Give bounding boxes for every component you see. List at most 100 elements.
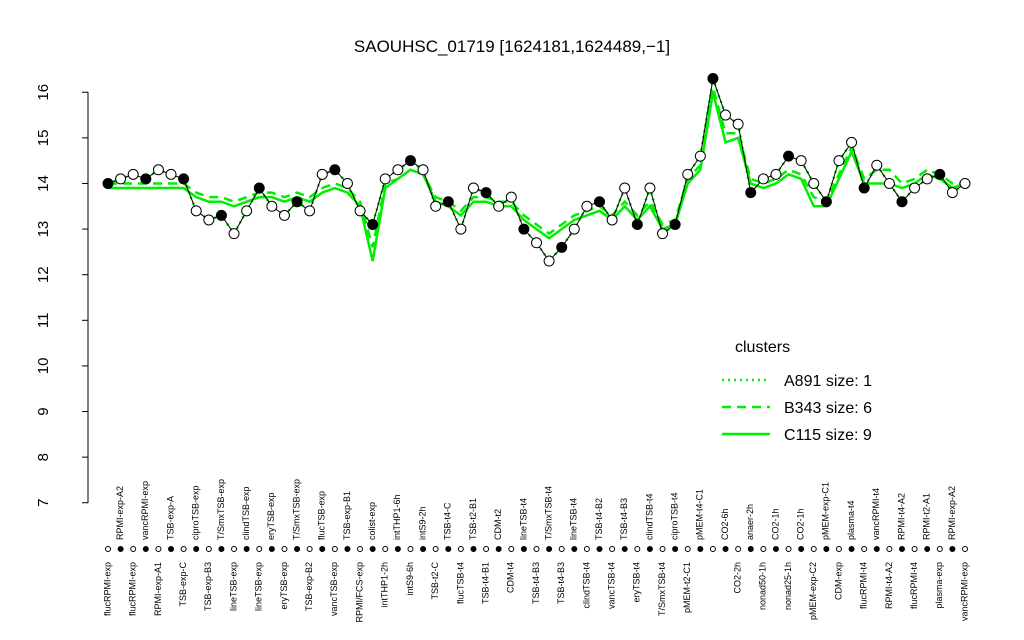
rug-dot bbox=[369, 546, 376, 552]
data-point bbox=[896, 196, 908, 208]
x-tick-label: lineTSB-exp bbox=[228, 562, 238, 611]
x-tick-label: T/SmxTSB-t4 bbox=[543, 486, 553, 540]
x-tick-label: flucRPMI-exp bbox=[128, 562, 138, 616]
data-point bbox=[820, 196, 832, 208]
rug-dot bbox=[747, 546, 754, 552]
x-tick-label: T/SmxTSB-t4 bbox=[657, 562, 667, 616]
x-tick-label: TSB-t4-B2 bbox=[594, 498, 604, 540]
rug-dot bbox=[256, 546, 263, 552]
rug-dot bbox=[709, 546, 716, 552]
x-tick-label: lineTSB-t4 bbox=[518, 498, 528, 540]
x-tick-label: pMEM-exp-C1 bbox=[821, 482, 831, 540]
data-point bbox=[127, 168, 139, 180]
x-tick-label: RPMI-t4-A2 bbox=[884, 562, 894, 609]
x-tick-label: vancRPMI-t4 bbox=[871, 488, 881, 540]
data-point bbox=[682, 168, 694, 180]
data-point bbox=[404, 155, 416, 167]
x-tick-label: RPMI-t4-A2 bbox=[896, 493, 906, 540]
data-point bbox=[631, 219, 643, 231]
x-tick-label: CDM-exp bbox=[833, 562, 843, 600]
rug-dot bbox=[962, 546, 968, 552]
x-tick-label: colist-exp bbox=[367, 502, 377, 540]
x-tick-label: RPMI-exp-A1 bbox=[153, 562, 163, 616]
data-point bbox=[102, 177, 114, 189]
rug-dot bbox=[861, 546, 868, 552]
x-tick-label: eryTSB-t4 bbox=[632, 562, 642, 603]
data-point bbox=[455, 223, 467, 235]
rug-dot bbox=[873, 546, 880, 552]
rug-dot bbox=[533, 546, 540, 552]
x-tick-label: eryTSB-exp bbox=[266, 492, 276, 540]
rug-dot bbox=[634, 546, 641, 552]
data-point bbox=[883, 177, 895, 189]
rug-dot bbox=[508, 546, 515, 552]
x-tick-label: clindTSB-t4 bbox=[644, 493, 654, 540]
rug-dot bbox=[357, 546, 364, 552]
data-point bbox=[518, 223, 530, 235]
x-tick-label: nonad25-1h bbox=[783, 562, 793, 610]
data-point bbox=[846, 136, 858, 148]
data-point bbox=[278, 209, 290, 221]
x-tick-label: flucTSB-exp bbox=[317, 491, 327, 540]
data-point bbox=[568, 223, 580, 235]
rug-dot bbox=[382, 546, 389, 552]
y-tick-label: 16 bbox=[35, 84, 52, 101]
x-tick-label: plasma-exp bbox=[934, 562, 944, 609]
rug-dot bbox=[886, 546, 893, 552]
x-tick-label: TSB-exp-A bbox=[165, 496, 175, 540]
rug-dot bbox=[810, 546, 817, 552]
rug-dot bbox=[483, 546, 490, 552]
x-tick-label: flucRPMI-t4 bbox=[909, 562, 919, 609]
cluster-line bbox=[108, 87, 965, 248]
data-point bbox=[720, 109, 732, 121]
x-tick-label: TSB-t4-B3 bbox=[556, 562, 566, 604]
rug-dot bbox=[558, 546, 565, 552]
data-point bbox=[467, 182, 479, 194]
rug-dot bbox=[117, 546, 124, 552]
rug-dot bbox=[142, 546, 149, 552]
y-tick-label: 13 bbox=[35, 221, 52, 238]
legend-label: B343 size: 6 bbox=[784, 400, 872, 417]
data-point bbox=[417, 164, 429, 176]
data-point bbox=[140, 173, 152, 185]
x-tick-label: TSB-t2-C bbox=[430, 562, 440, 600]
rug-dot bbox=[294, 546, 301, 552]
rug-dot bbox=[823, 546, 830, 552]
y-tick-label: 7 bbox=[35, 499, 52, 507]
data-point bbox=[392, 164, 404, 176]
x-tick-label: intS9-6h bbox=[405, 562, 415, 596]
rug-dot bbox=[848, 546, 855, 552]
x-tick-label: ciproTSB-t4 bbox=[670, 492, 680, 540]
rug-dot bbox=[697, 546, 704, 552]
rug-dot bbox=[331, 546, 338, 552]
x-tick-label: pMEM-t4-C1 bbox=[695, 489, 705, 540]
y-tick-label: 14 bbox=[35, 175, 52, 192]
x-tick-label: TSB-exp-B2 bbox=[304, 562, 314, 611]
data-point bbox=[203, 214, 215, 226]
x-tick-label: RPMI-t2-A1 bbox=[922, 493, 932, 540]
y-tick-label: 10 bbox=[35, 358, 52, 375]
rug-dot bbox=[407, 546, 414, 552]
legend-title: clusters bbox=[735, 339, 790, 356]
x-tick-label: eryTSB-exp bbox=[279, 562, 289, 610]
data-point bbox=[379, 173, 391, 185]
rug-dot bbox=[394, 546, 401, 552]
data-point bbox=[921, 173, 933, 185]
data-point bbox=[619, 182, 631, 194]
x-tick-label: vancTSB-exp bbox=[329, 562, 339, 616]
rug-dot bbox=[420, 546, 427, 552]
data-point bbox=[152, 164, 164, 176]
data-point bbox=[190, 205, 202, 217]
x-tick-label: intTHP1-6h bbox=[392, 494, 402, 540]
data-point bbox=[228, 228, 240, 240]
rug-dot bbox=[546, 546, 553, 552]
x-tick-label: intS9-2h bbox=[417, 506, 427, 540]
x-tick-label: CO2-2h bbox=[733, 562, 743, 594]
data-point bbox=[531, 237, 542, 249]
data-point bbox=[241, 205, 253, 217]
chart-title: SAOUHSC_01719 [1624181,1624489,−1] bbox=[354, 37, 670, 56]
x-tick-label: CO2-6h bbox=[720, 508, 730, 540]
x-tick-label: CO2-1h bbox=[796, 508, 806, 540]
data-point bbox=[808, 177, 820, 189]
